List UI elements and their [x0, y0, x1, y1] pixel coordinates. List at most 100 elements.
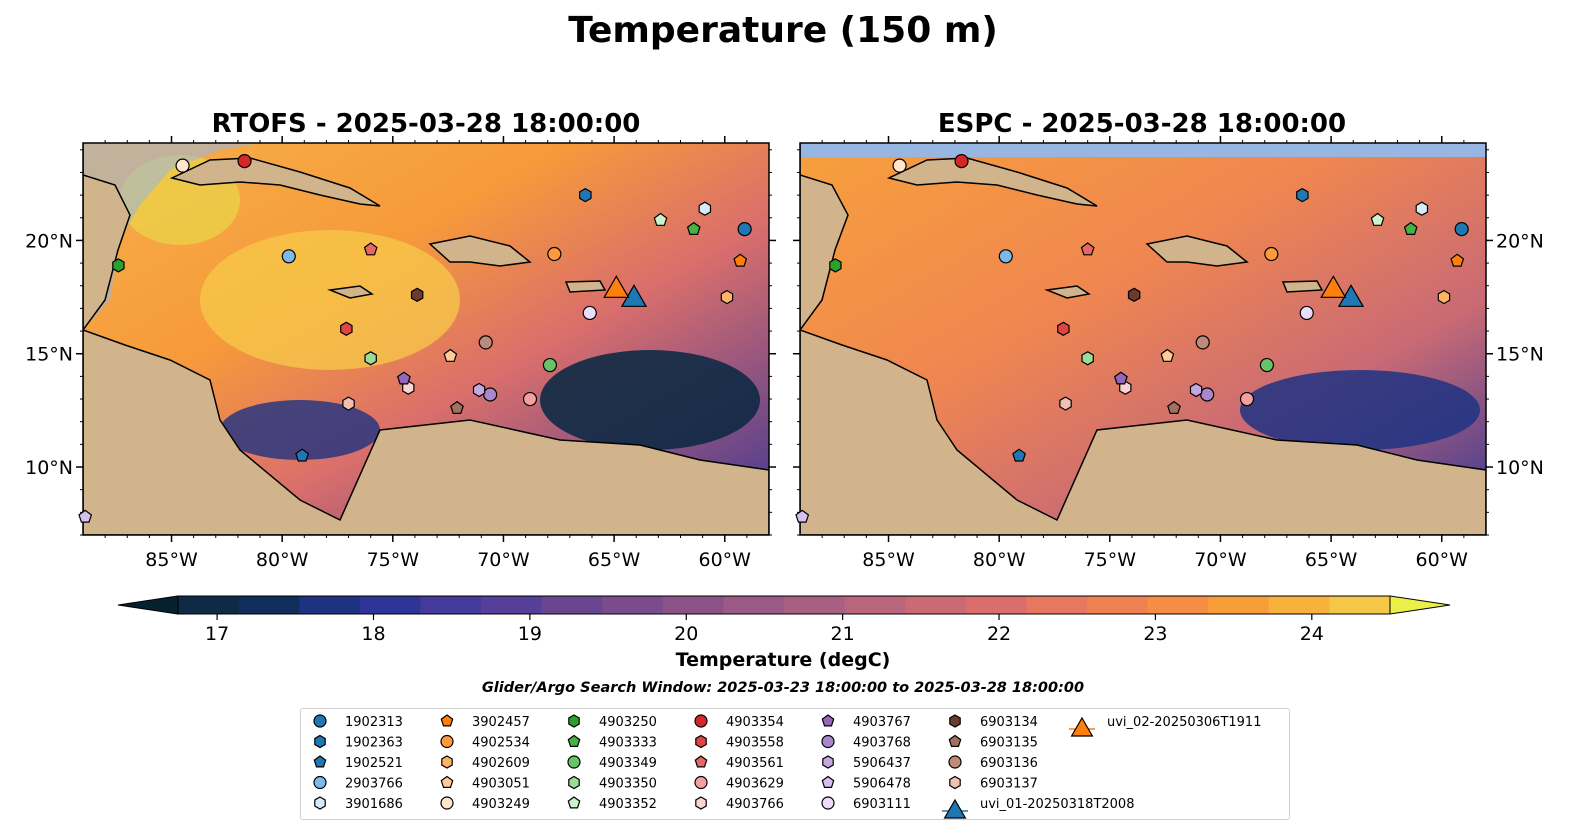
x-tick-label: 70°W [1194, 549, 1247, 571]
legend-entry-6903136: 6903136 [948, 755, 1038, 771]
legend-label: 6903137 [980, 777, 1038, 792]
legend-label: 6903136 [980, 756, 1038, 771]
legend-label: 4903051 [472, 777, 530, 792]
colorbar-tick-label: 20 [674, 623, 698, 645]
legend-label: 3902457 [472, 715, 530, 730]
float-marker-1902313 [1454, 222, 1469, 237]
float-marker-6903135 [1167, 400, 1181, 414]
cold-anomaly [220, 400, 380, 460]
legend-entry-uvi_01-20250318T2008: uvi_01-20250318T2008 [942, 797, 1134, 819]
float-marker-1902363 [1296, 187, 1309, 203]
legend-marker [567, 796, 581, 809]
legend-label: 1902521 [345, 756, 403, 771]
legend-entry-3901686: 3901686 [314, 796, 403, 812]
legend-entry-1902521: 1902521 [313, 755, 403, 771]
land-hispaniola [428, 235, 532, 267]
colorbar-tick-label: 21 [831, 623, 855, 645]
legend-entry-4903250: 4903250 [568, 714, 657, 730]
float-marker-4903350 [364, 351, 377, 366]
float-marker-4902534 [1264, 246, 1279, 262]
x-tick-label: 75°W [367, 549, 420, 571]
legend-label: uvi_01-20250318T2008 [980, 797, 1134, 812]
legend-label: 4903768 [853, 736, 911, 751]
colorbar-segment [481, 596, 543, 614]
legend-entry-6903137: 6903137 [949, 775, 1038, 792]
map-area-rtofs [83, 143, 769, 535]
float-marker-4903350 [1081, 351, 1094, 366]
land-puerto-rico [1281, 280, 1324, 293]
legend-entry-4903354: 4903354 [694, 714, 784, 730]
colorbar-tick-label: 22 [987, 623, 1011, 645]
float-marker-4903349 [542, 357, 558, 373]
land-hispaniola [1145, 235, 1249, 267]
float-marker-1902363 [579, 187, 592, 203]
float-marker-4903768 [1200, 387, 1215, 402]
float-marker-4903767 [1113, 371, 1128, 385]
legend-entry-4903629: 4903629 [694, 775, 784, 792]
colorbar-tick-label: 19 [518, 623, 542, 645]
float-marker-1902521 [295, 448, 310, 462]
legend-label: 6903134 [980, 715, 1038, 730]
cold-anomaly [1240, 370, 1480, 450]
colorbar-segment [541, 596, 603, 614]
float-marker-1902521 [1012, 448, 1027, 462]
y-tick-label: 10°N [25, 457, 73, 479]
colorbar-tick-label: 23 [1143, 623, 1167, 645]
legend-entry-4903349: 4903349 [567, 755, 657, 771]
float-marker-5906478 [78, 509, 93, 523]
colorbar-segment [905, 596, 967, 614]
float-marker-uvi_02-20250306T1911 [1320, 275, 1347, 298]
land-jamaica [1044, 285, 1091, 299]
float-marker-5906437 [1189, 382, 1203, 398]
float-marker-4903250 [829, 258, 842, 273]
colorbar-segment [1026, 596, 1088, 614]
legend-entry-6903111: 6903111 [821, 796, 911, 812]
float-marker-2903766 [998, 249, 1013, 264]
axes-rtofs: 85°W 80°W 75°W 70°W 65°W 60°W 20°N 15°N 10°N [25, 136, 776, 571]
legend-marker [821, 775, 835, 789]
x-tick-label: 75°W [1084, 549, 1137, 571]
legend-marker [695, 734, 707, 749]
float-marker-2903766 [281, 249, 296, 264]
legend-label: 4903629 [726, 777, 784, 792]
legend-marker [440, 734, 454, 749]
colorbar-label: Temperature (degC) [676, 649, 891, 671]
y-tick-label: 20°N [25, 230, 73, 252]
land-yucatan [83, 143, 131, 332]
legend-label: 4903350 [599, 777, 657, 792]
x-tick-label: 60°W [1416, 549, 1469, 571]
legend-entry-uvi_02-20250306T1911: uvi_02-20250306T1911 [1069, 715, 1261, 737]
legend-marker [440, 714, 454, 727]
colorbar: 17 18 19 20 21 22 23 24 [117, 595, 1451, 645]
shelf-region [83, 143, 260, 330]
legend-marker [314, 796, 326, 810]
legend-marker [822, 755, 834, 769]
float-marker-6903134 [410, 287, 424, 302]
x-tick-label: 80°W [973, 549, 1026, 571]
legend-entry-4903051: 4903051 [440, 775, 530, 792]
legend-marker [440, 796, 454, 810]
colorbar-segment [844, 596, 906, 614]
legend-label: 4903333 [599, 736, 657, 751]
legend-marker [821, 796, 835, 810]
float-marker-4902534 [547, 246, 562, 262]
x-tick-label: 65°W [1305, 549, 1358, 571]
legend-marker [695, 796, 707, 810]
legend-label: 4903767 [853, 715, 911, 730]
legend-entry-4902609: 4902609 [441, 755, 530, 771]
colorbar-segment [299, 596, 361, 614]
land-puerto-rico [564, 280, 607, 293]
legend-marker [440, 775, 454, 789]
legend-label: 4903249 [472, 797, 530, 812]
legend-entry-1902313: 1902313 [313, 714, 403, 730]
legend-label: 4903250 [599, 715, 657, 730]
float-marker-6903137 [1059, 396, 1072, 411]
legend-marker [821, 734, 835, 749]
legend-entry-4903249: 4903249 [440, 796, 530, 812]
colorbar-segment [784, 596, 846, 614]
legend-label: 1902313 [345, 715, 403, 730]
legend-entry-4903333: 4903333 [567, 734, 657, 751]
colorbar-under-extension [117, 595, 179, 615]
float-marker-6903135 [450, 400, 464, 414]
x-tick-label: 70°W [477, 549, 530, 571]
